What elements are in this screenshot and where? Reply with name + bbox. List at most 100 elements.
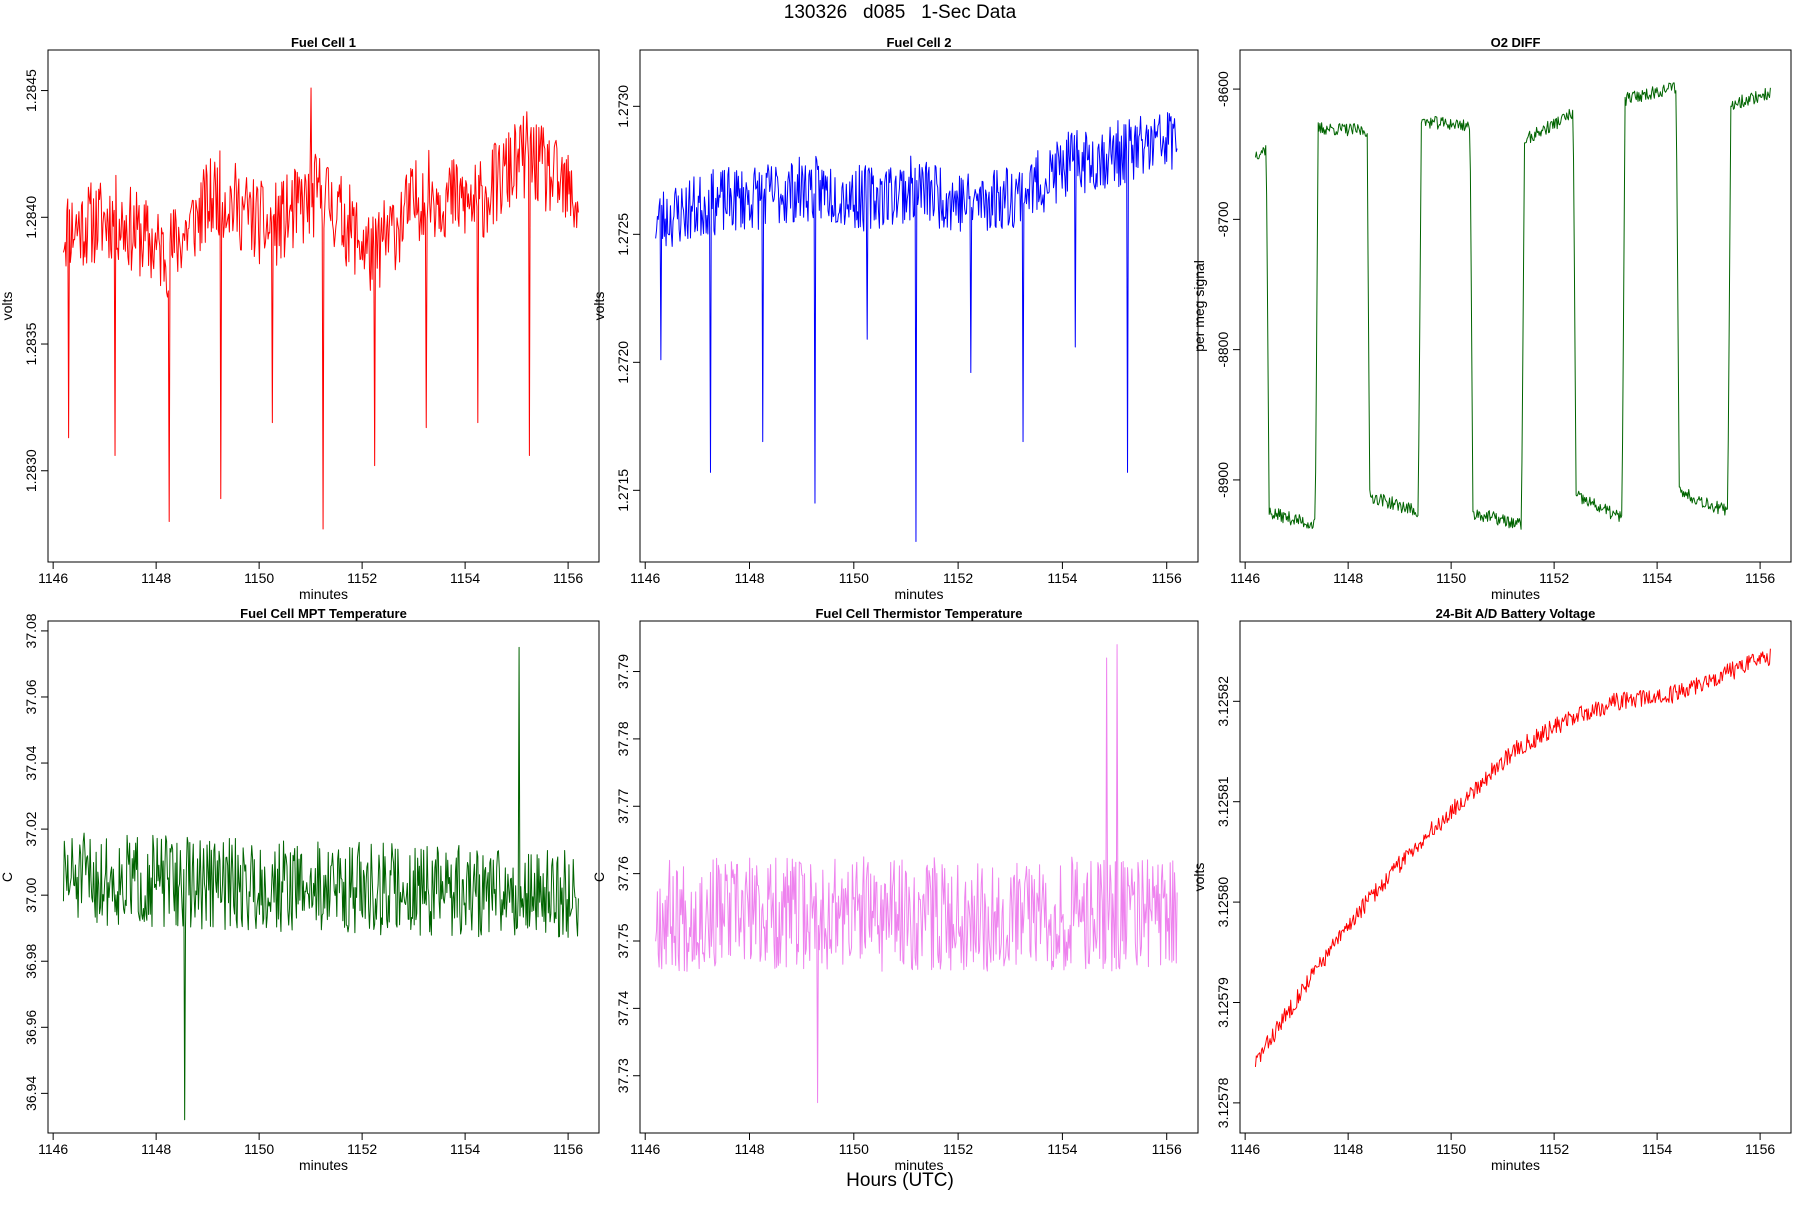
series-line — [62, 87, 579, 530]
x-tick-label: 1146 — [1230, 570, 1260, 586]
x-tick-label: 1156 — [553, 1141, 583, 1157]
x-tick-label: 1154 — [450, 570, 480, 586]
x-axis-label: minutes — [299, 1157, 348, 1173]
panel-p3: O2 DIFF 1146 1148 1150 1152 1154 1156 minutes -8… — [1191, 35, 1792, 602]
x-tick-label: 1154 — [1047, 570, 1077, 586]
x-tick-label: 1150 — [1436, 1141, 1466, 1157]
x-tick-label: 1148 — [141, 1141, 171, 1157]
chart-title: 24-Bit A/D Battery Voltage — [1436, 606, 1596, 621]
x-tick-label: 1152 — [347, 1141, 377, 1157]
y-axis-label: volts — [0, 292, 15, 321]
x-tick-label: 1146 — [38, 1141, 68, 1157]
x-tick-label: 1148 — [141, 570, 171, 586]
y-tick-label: 37.75 — [615, 923, 631, 958]
x-axis-label: minutes — [1491, 1157, 1540, 1173]
x-axis-label: minutes — [1491, 586, 1540, 602]
x-tick-label: 1152 — [943, 570, 973, 586]
y-tick-label: 36.94 — [23, 1076, 39, 1111]
y-tick-label: 37.78 — [615, 721, 631, 756]
figure-title: 130326 d085 1-Sec Data — [783, 2, 1017, 23]
y-tick-label: -8800 — [1215, 332, 1231, 368]
x-tick-label: 1156 — [553, 570, 583, 586]
y-tick-label: 3.12580 — [1215, 877, 1231, 928]
y-tick-label: 1.2720 — [615, 341, 631, 384]
plot-frame — [47, 620, 600, 1134]
chart-title: Fuel Cell 1 — [291, 35, 356, 50]
chart-title: Fuel Cell 2 — [886, 35, 951, 50]
y-tick-label: 37.06 — [23, 679, 39, 714]
x-tick-label: 1150 — [244, 570, 274, 586]
chart-title: O2 DIFF — [1491, 35, 1541, 50]
x-tick-label: 1152 — [1539, 570, 1569, 586]
plot-frame — [639, 49, 1199, 563]
x-tick-label: 1156 — [1152, 570, 1182, 586]
x-tick-label: 1152 — [943, 1141, 973, 1157]
y-tick-label: 3.12582 — [1215, 676, 1231, 727]
x-tick-label: 1150 — [1436, 570, 1466, 586]
series-line — [1254, 648, 1771, 1067]
figure-xlabel: Hours (UTC) — [846, 1170, 954, 1191]
x-axis-label: minutes — [299, 586, 348, 602]
y-tick-label: 37.02 — [23, 811, 39, 846]
x-tick-label: 1148 — [1333, 570, 1363, 586]
y-tick-label: 3.12578 — [1215, 1077, 1231, 1128]
x-tick-label: 1154 — [1642, 1141, 1672, 1157]
y-tick-label: 36.96 — [23, 1010, 39, 1045]
series-line — [1254, 82, 1771, 530]
y-tick-label: 1.2715 — [615, 469, 631, 512]
y-tick-label: 37.74 — [615, 991, 631, 1026]
y-tick-label: 37.79 — [615, 654, 631, 689]
y-tick-label: 37.77 — [615, 789, 631, 824]
y-axis-label: C — [0, 872, 15, 882]
x-tick-label: 1154 — [450, 1141, 480, 1157]
y-tick-label: 37.00 — [23, 877, 39, 912]
y-axis-label: per meg signal — [1191, 260, 1207, 352]
panel-p2: Fuel Cell 2 1146 1148 1150 1152 1154 1156 minut… — [591, 35, 1199, 602]
x-tick-label: 1148 — [734, 1141, 764, 1157]
y-tick-label: 1.2835 — [23, 322, 39, 365]
x-tick-label: 1156 — [1745, 1141, 1775, 1157]
y-tick-label: 37.73 — [615, 1058, 631, 1093]
x-axis-label: minutes — [894, 1157, 943, 1173]
y-tick-label: -8900 — [1215, 462, 1231, 498]
x-tick-label: 1146 — [1230, 1141, 1260, 1157]
series-line — [62, 646, 579, 1121]
y-tick-label: 37.04 — [23, 745, 39, 780]
y-tick-label: 1.2830 — [23, 449, 39, 492]
x-tick-label: 1146 — [630, 1141, 660, 1157]
x-tick-label: 1146 — [630, 570, 660, 586]
panel-p5: Fuel Cell Thermistor Temperature 1146 1148… — [591, 606, 1199, 1173]
x-axis-label: minutes — [894, 586, 943, 602]
y-axis-label: volts — [591, 292, 607, 321]
y-tick-label: 3.12581 — [1215, 776, 1231, 827]
x-tick-label: 1148 — [1333, 1141, 1363, 1157]
x-tick-label: 1152 — [347, 570, 377, 586]
y-axis-label: C — [591, 872, 607, 882]
x-tick-label: 1146 — [38, 570, 68, 586]
y-tick-label: 36.98 — [23, 944, 39, 979]
y-tick-label: 1.2840 — [23, 196, 39, 239]
plot-frame — [1239, 620, 1792, 1134]
y-axis-label: volts — [1191, 863, 1207, 892]
x-tick-label: 1150 — [244, 1141, 274, 1157]
x-tick-label: 1152 — [1539, 1141, 1569, 1157]
panel-p4: Fuel Cell MPT Temperature 1146 1148 1150 115… — [0, 606, 600, 1173]
y-tick-label: -8600 — [1215, 71, 1231, 107]
panel-p1: Fuel Cell 1 1146 1148 1150 1152 1154 1156 minut… — [0, 35, 600, 602]
x-tick-label: 1150 — [839, 1141, 869, 1157]
y-tick-label: 1.2845 — [23, 69, 39, 112]
x-tick-label: 1154 — [1047, 1141, 1077, 1157]
chart-title: Fuel Cell MPT Temperature — [240, 606, 407, 621]
x-tick-label: 1156 — [1152, 1141, 1182, 1157]
y-tick-label: 3.12579 — [1215, 977, 1231, 1028]
plot-frame — [1239, 49, 1792, 563]
x-tick-label: 1150 — [839, 570, 869, 586]
x-tick-label: 1148 — [734, 570, 764, 586]
plot-frame — [639, 620, 1199, 1134]
x-tick-label: 1154 — [1642, 570, 1672, 586]
y-tick-label: 37.76 — [615, 856, 631, 891]
y-tick-label: 1.2730 — [615, 85, 631, 128]
plot-frame — [47, 49, 600, 563]
